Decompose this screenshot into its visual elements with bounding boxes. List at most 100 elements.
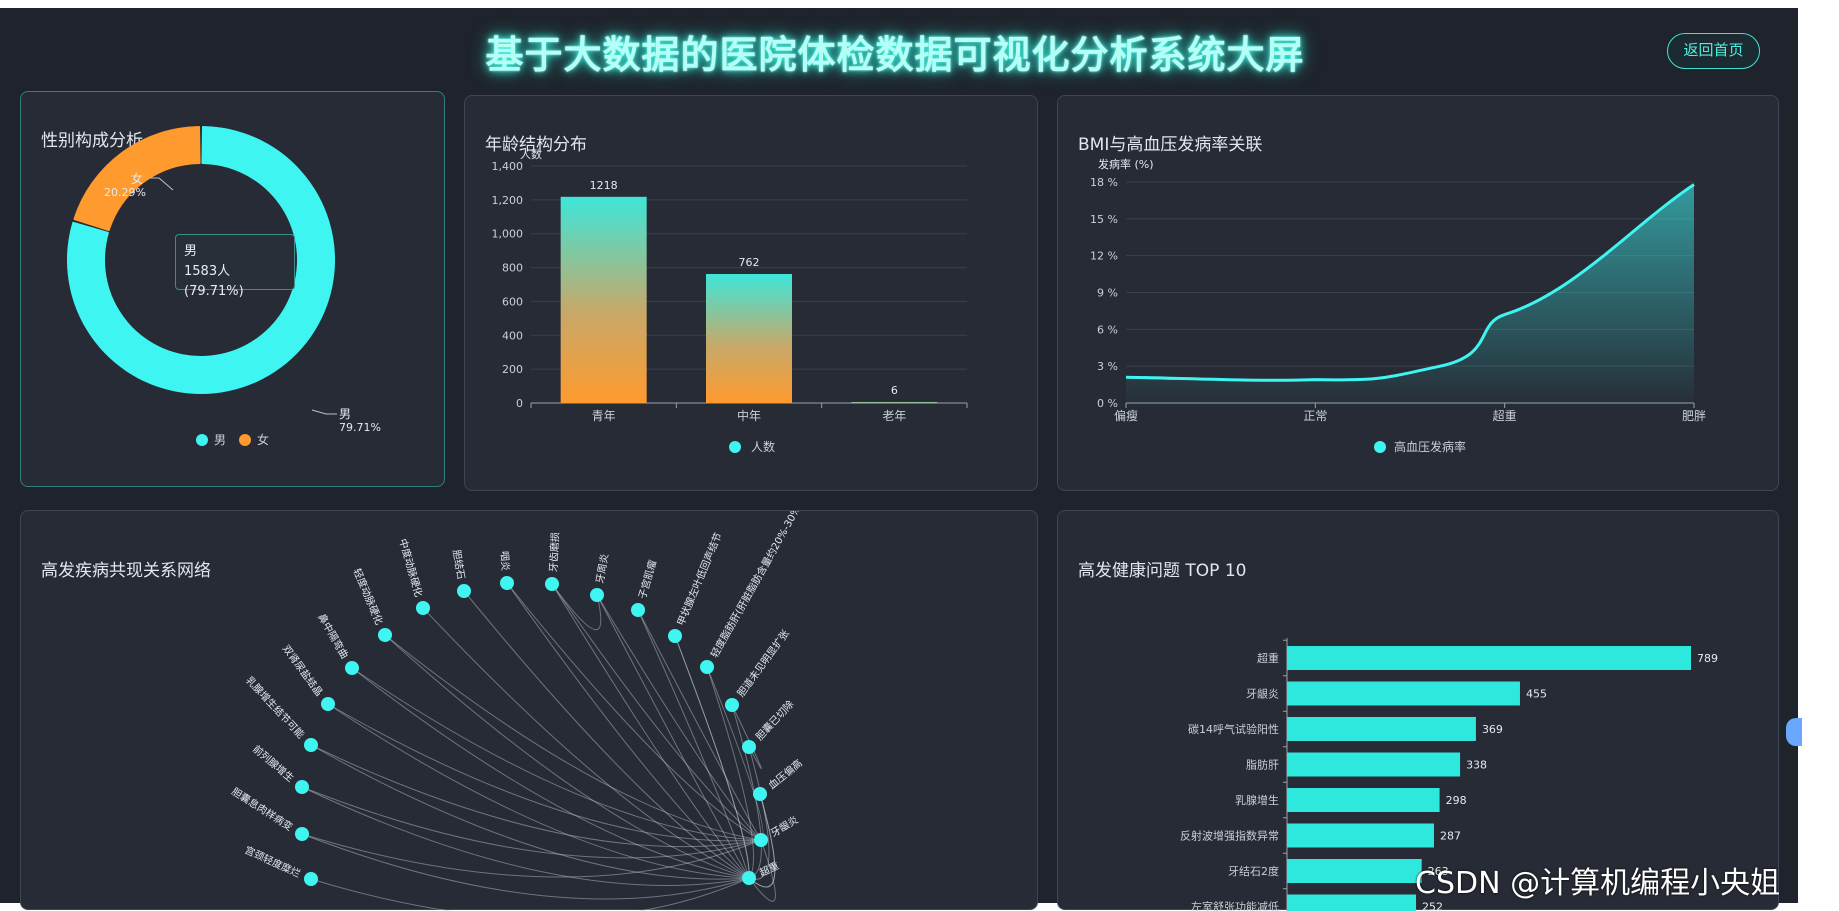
age-ytick-6: 1,200 [492, 194, 524, 207]
age-bar-label-1: 762 [739, 256, 760, 269]
legend-male-marker [196, 434, 208, 446]
network-link-11 [596, 594, 750, 879]
network-node-label-3: 乳腺增生结节可能 [243, 674, 307, 741]
label-male-name: 男 [339, 407, 351, 421]
network-link-26 [551, 583, 762, 841]
age-xtick-0: 青年 [592, 409, 616, 423]
top10-category-0: 超重 [1257, 651, 1279, 665]
network-link-14 [706, 666, 754, 879]
top10-category-2: 碳14呼气试验阳性 [1188, 722, 1279, 736]
age-ytick-2: 400 [502, 329, 523, 342]
age-bar-label-0: 1218 [590, 179, 618, 192]
network-node-label-5: 鼻中隔弯曲 [315, 611, 351, 661]
network-link-23 [351, 667, 762, 841]
network-node-8 [457, 584, 471, 598]
network-node-10 [545, 577, 559, 591]
legend-female-label: 女 [257, 432, 269, 447]
network-node-17 [753, 787, 767, 801]
network-node-label-4: 双肾尿盐结晶 [280, 642, 326, 698]
top10-bar-7 [1287, 894, 1417, 911]
side-float-button[interactable] [1786, 718, 1802, 746]
age-ytick-5: 1,000 [492, 228, 524, 241]
network-node-label-16: 胆囊已切除 [753, 698, 797, 743]
bmi-xtick-0: 偏瘦 [1114, 408, 1138, 423]
network-link-6 [384, 634, 750, 879]
network-node-18 [754, 833, 768, 847]
bmi-ytick-2: 6 % [1097, 323, 1118, 336]
top10-bar-chart: 789 超重 455 牙龈炎 369 碳14呼气试验阳性 338 脂肪肝 298 乳腺增生 287 反… [1180, 638, 1718, 911]
network-node-label-0: 宫颈轻度糜烂 [243, 843, 303, 880]
bmi-xtick-1: 正常 [1303, 409, 1327, 423]
age-bar-label-2: 6 [891, 384, 898, 397]
bmi-xtick-3: 肥胖 [1682, 409, 1706, 423]
top10-value-4: 298 [1446, 794, 1467, 807]
bmi-legend-marker [1374, 441, 1386, 453]
top10-panel-title: 高发健康问题 TOP 10 [1078, 561, 1247, 581]
donut-slice-0 [67, 126, 335, 394]
network-node-label-18: 牙龈炎 [768, 813, 800, 840]
top10-category-1: 牙龈炎 [1246, 687, 1279, 701]
age-legend-label: 人数 [751, 439, 775, 454]
bmi-panel-title: BMI与高血压发病率关联 [1078, 135, 1263, 155]
label-line-male [311, 409, 337, 415]
bmi-ytick-4: 12 % [1090, 250, 1118, 263]
network-panel: 高发疾病共现关系网络 宫颈轻度糜烂 胆囊息肉样病变 前列腺增生 乳腺增生结节可能 双肾尿… [20, 510, 1038, 911]
network-link-19 [301, 833, 762, 878]
network-node-14 [700, 660, 714, 674]
top10-value-2: 369 [1482, 723, 1503, 736]
network-link-2 [301, 786, 750, 886]
top10-bar-2 [1287, 717, 1476, 741]
top10-category-3: 脂肪肝 [1246, 758, 1279, 772]
network-link-24 [384, 634, 762, 841]
top10-bar-6 [1287, 859, 1422, 883]
network-node-4 [321, 697, 335, 711]
age-ytick-3: 600 [502, 295, 523, 308]
network-node-label-2: 前列腺增生 [250, 742, 297, 784]
network-link-12 [637, 609, 750, 879]
label-line-female [150, 177, 174, 191]
bmi-xtick-2: 超重 [1493, 408, 1517, 423]
network-node-19 [742, 871, 756, 885]
network-link-25 [506, 582, 762, 841]
network-link-9 [506, 582, 750, 879]
network-node-9 [500, 576, 514, 590]
network-node-label-17: 血压偏高 [766, 756, 805, 791]
home-button[interactable]: 返回首页 [1667, 33, 1760, 69]
watermark-text: CSDN @计算机编程小央姐 [1415, 866, 1781, 901]
top10-value-0: 789 [1697, 652, 1718, 665]
network-node-16 [742, 740, 756, 754]
top10-value-1: 455 [1526, 688, 1547, 701]
top10-value-5: 287 [1440, 830, 1461, 843]
age-xtick-1: 中年 [737, 408, 761, 423]
gender-panel-title: 性别构成分析 [41, 131, 143, 151]
network-link-10 [551, 583, 750, 879]
age-bar-chart: 人数 0 200 400 600 800 1,000 1,200 1,400 1218 青年 762 中… [492, 148, 968, 454]
network-panel-title: 高发疾病共现关系网络 [41, 561, 211, 581]
bmi-ylabel: 发病率 (%) [1098, 157, 1154, 171]
network-node-12 [631, 603, 645, 617]
network-node-label-10: 牙齿磨损 [547, 532, 562, 573]
network-link-21 [310, 744, 762, 848]
right-white-strip [1798, 0, 1839, 911]
top10-bar-1 [1287, 681, 1520, 706]
network-node-11 [590, 588, 604, 602]
tooltip-name: 男 [184, 244, 198, 259]
top10-category-7: 左室舒张功能减低 [1191, 900, 1279, 911]
network-node-label-14: 轻度脂肪肝(肝脏脂肪含量约20%-30%) [708, 511, 805, 660]
top10-bar-3 [1287, 752, 1461, 777]
disease-network-graph: 宫颈轻度糜烂 胆囊息肉样病变前列腺增生乳腺增生结节可能双肾尿盐结晶鼻中隔弯曲轻度动… [229, 511, 805, 911]
age-legend-marker [729, 441, 741, 453]
network-node-label-9: 咽炎 [498, 551, 511, 572]
bmi-line [1125, 183, 1695, 382]
network-link-27 [596, 594, 762, 841]
network-node-6 [378, 628, 392, 642]
donut-slice-1 [73, 126, 201, 232]
label-male-pct: 79.71% [339, 421, 381, 434]
network-node-label-13: 甲状腺左叶低回声结节 [674, 530, 725, 627]
network-node-label-7: 中度动脉硬化 [396, 537, 425, 598]
bmi-ytick-5: 15 % [1090, 213, 1118, 226]
network-node-15 [725, 698, 739, 712]
bmi-ytick-0: 0 % [1097, 397, 1118, 410]
network-node-label-8: 胆结石 [450, 549, 468, 581]
network-link-17 [748, 793, 776, 888]
